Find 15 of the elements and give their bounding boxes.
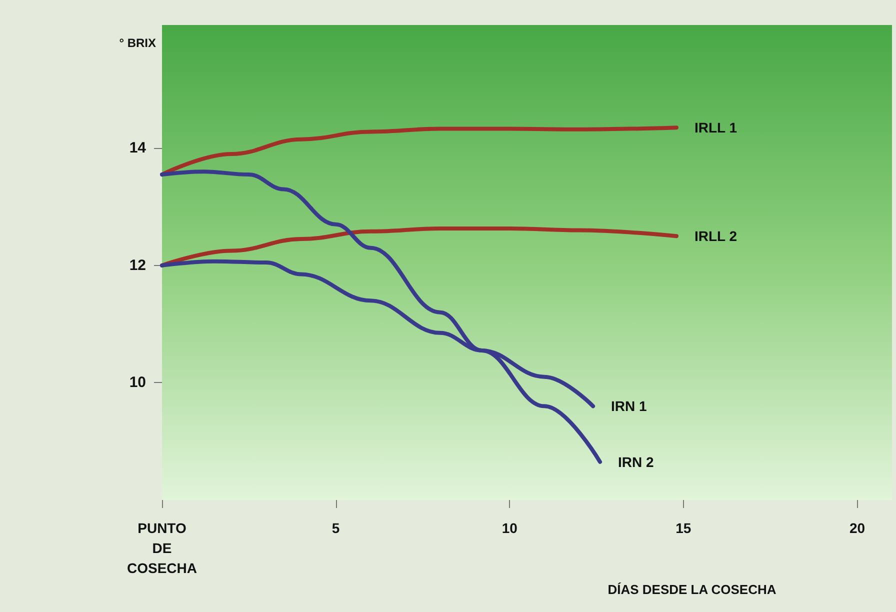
y-tick-label: 12 (129, 256, 146, 274)
series-label: IRLL 2 (694, 228, 738, 244)
x-axis-title: DÍAS DESDE LA COSECHA (608, 582, 777, 597)
series-label: IRN 1 (611, 398, 648, 414)
series-label: IRLL 1 (694, 120, 738, 136)
x-tick-label: 10 (502, 520, 518, 536)
y-tick-label: 10 (129, 374, 146, 392)
x-tick-label: 5 (332, 520, 340, 536)
y-tick-label: 14 (129, 140, 147, 157)
line-series (160, 170, 602, 464)
x-tick-label: 20 (849, 520, 866, 536)
series-label: IRN 2 (618, 454, 654, 470)
y-axis-title: ° BRIX (119, 36, 156, 50)
x-tick-label: PUNTO DE COSECHA (126, 520, 198, 576)
x-tick-label: 15 (676, 520, 692, 536)
